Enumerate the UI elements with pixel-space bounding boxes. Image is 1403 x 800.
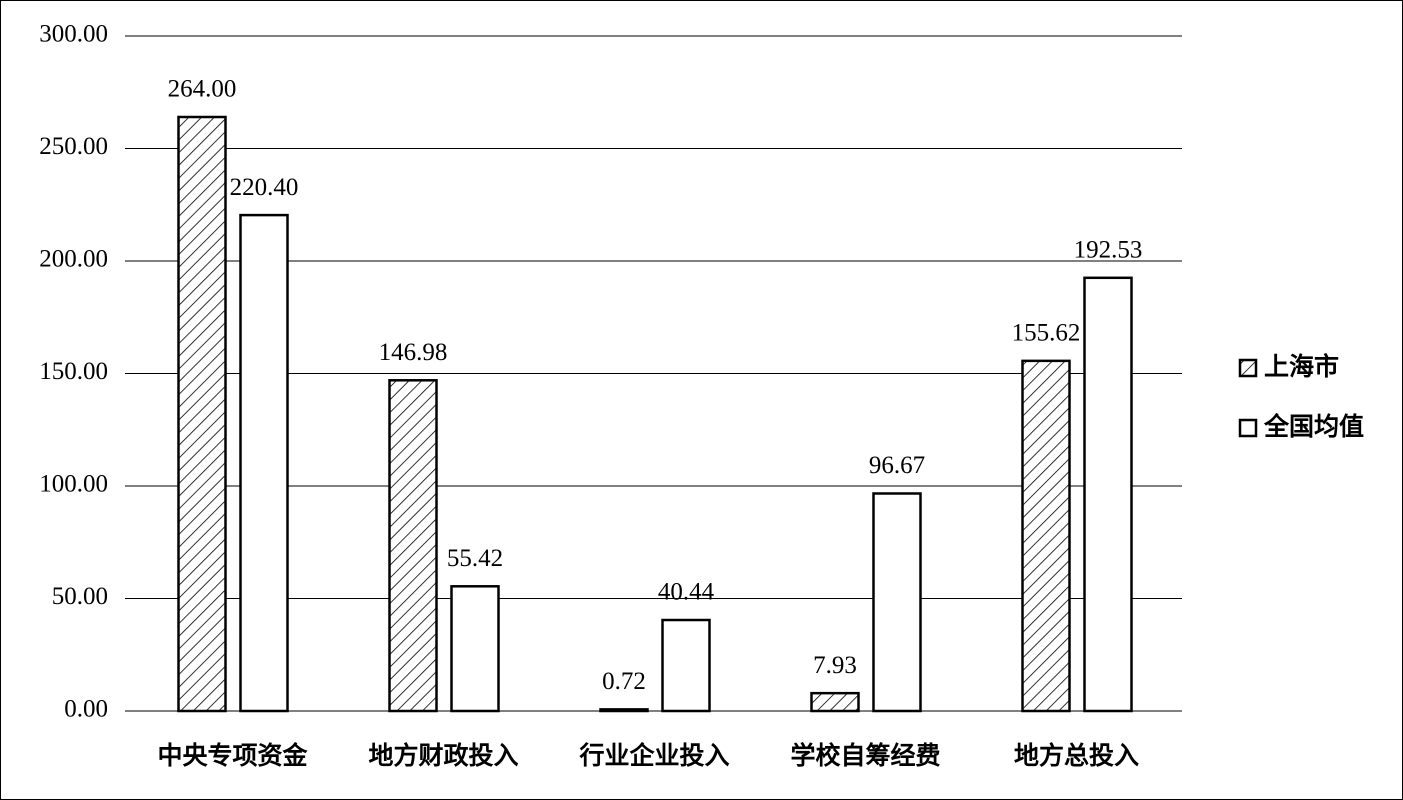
bar	[177, 115, 227, 713]
data-label: 55.42	[447, 545, 503, 572]
data-label: 220.40	[230, 174, 299, 201]
x-tick-label: 学校自筹经费	[790, 741, 940, 770]
data-label: 96.67	[869, 452, 925, 479]
data-label: 7.93	[813, 652, 857, 679]
data-label: 155.62	[1012, 320, 1081, 347]
bar	[239, 213, 289, 713]
bar	[450, 585, 500, 713]
bar	[1021, 359, 1071, 713]
y-tick-label: 200.00	[39, 246, 108, 273]
x-tick-label: 行业企业投入	[578, 741, 729, 770]
y-tick-label: 100.00	[39, 471, 108, 498]
bar	[810, 691, 860, 713]
legend-label: 全国均值	[1263, 412, 1364, 441]
data-label: 146.98	[379, 339, 448, 366]
bar	[872, 492, 922, 713]
legend-swatch	[1238, 418, 1258, 438]
y-tick-label: 150.00	[39, 358, 108, 385]
x-tick-label: 中央专项资金	[157, 741, 308, 770]
bar	[388, 379, 438, 713]
data-label: 264.00	[168, 76, 237, 103]
legend-swatch	[1238, 358, 1258, 378]
bar	[661, 618, 711, 713]
x-tick-label: 地方财政投入	[368, 741, 518, 770]
data-label: 0.72	[602, 668, 646, 695]
y-tick-label: 50.00	[52, 583, 108, 610]
bar	[599, 708, 649, 713]
y-tick-label: 250.00	[39, 133, 108, 160]
data-label: 40.44	[658, 579, 715, 606]
y-tick-label: 300.00	[39, 21, 108, 48]
data-label: 192.53	[1074, 237, 1143, 264]
x-tick-label: 地方总投入	[1014, 741, 1139, 770]
y-tick-label: 0.00	[64, 696, 108, 723]
bar	[1083, 276, 1133, 713]
legend-label: 上海市	[1264, 352, 1339, 381]
